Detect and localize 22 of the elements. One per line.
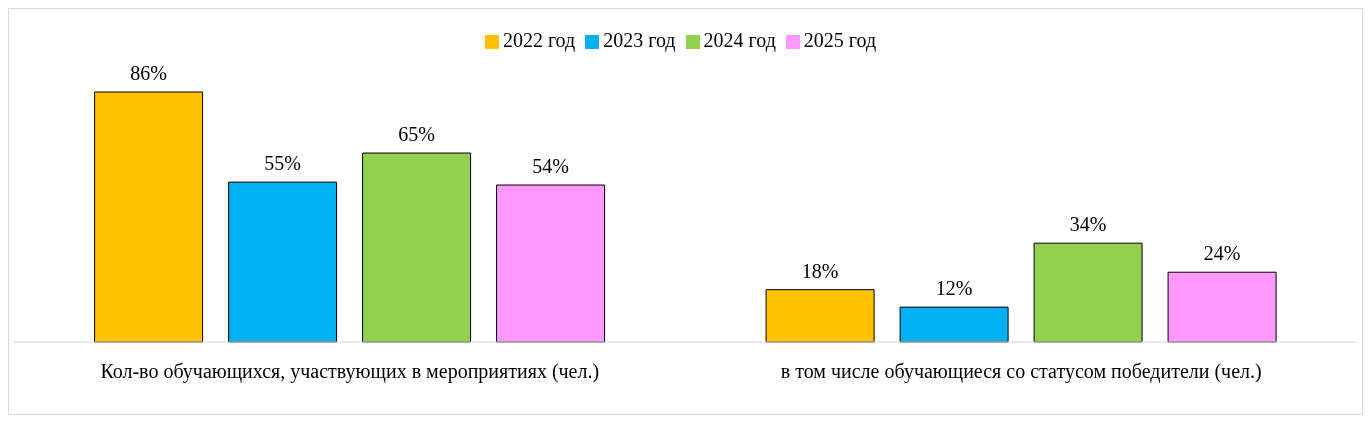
bar xyxy=(94,91,204,343)
data-label: 24% xyxy=(1203,242,1241,265)
bar xyxy=(765,289,875,343)
data-label: 12% xyxy=(935,277,973,300)
legend-label: 2024 год xyxy=(703,29,776,51)
data-label: 34% xyxy=(1069,213,1107,236)
legend-label: 2025 год xyxy=(803,29,877,51)
data-label: 65% xyxy=(398,123,435,146)
bar xyxy=(362,152,472,343)
legend-label: 2023 год xyxy=(603,29,676,51)
data-label: 86% xyxy=(130,62,167,84)
bar xyxy=(899,306,1009,343)
data-label: 18% xyxy=(801,259,839,282)
bar xyxy=(496,184,606,343)
x-tick-label: Кол-во обучающихся, участвующих в мероприятиях (чел.) xyxy=(100,360,600,384)
bar xyxy=(228,181,338,343)
data-label: 55% xyxy=(264,152,301,175)
data-label: 54% xyxy=(532,155,569,178)
x-tick-label: в том числе обучающиеся со статусом победители (чел.) xyxy=(780,360,1262,384)
bar xyxy=(1033,242,1143,343)
bar xyxy=(1167,271,1277,343)
legend-label: 2022 год xyxy=(502,29,576,51)
